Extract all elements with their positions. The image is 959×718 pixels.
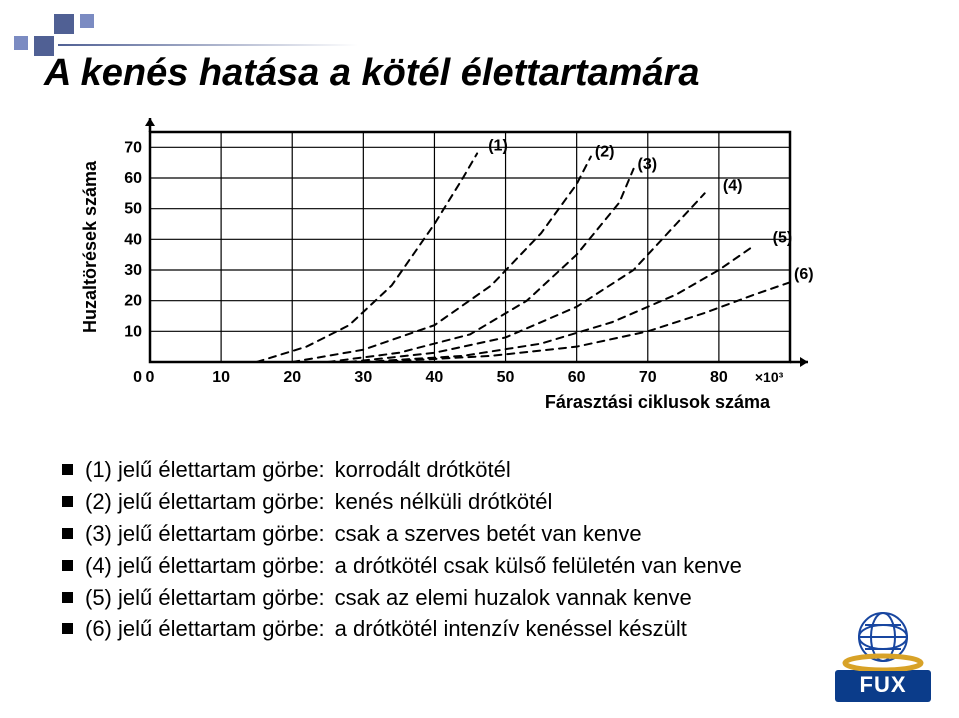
- bullet-icon: [62, 496, 73, 507]
- legend-text: (6) jelű élettartam görbe:: [85, 613, 325, 645]
- svg-text:Huzaltörések száma: Huzaltörések száma: [80, 160, 100, 333]
- svg-text:(2): (2): [595, 144, 615, 161]
- svg-text:60: 60: [568, 369, 586, 386]
- bullet-icon: [62, 623, 73, 634]
- logo-text: FUX: [835, 670, 931, 702]
- legend-text: (2) jelű élettartam görbe:: [85, 486, 325, 518]
- legend-item: (1) jelű élettartam görbe: korrodált drót…: [62, 454, 882, 486]
- svg-text:×10³: ×10³: [755, 369, 784, 385]
- svg-text:(4): (4): [723, 177, 743, 194]
- legend-text: (5) jelű élettartam görbe:: [85, 582, 325, 614]
- svg-text:(6): (6): [794, 266, 814, 283]
- svg-text:40: 40: [426, 369, 444, 386]
- legend-desc: a drótkötél intenzív kenéssel készült: [335, 613, 687, 645]
- chart-svg: 10 20 30 40 50 60 70 0 10 20 30 40 50 60 70 80 ×10³ (1) (2…: [60, 112, 880, 432]
- svg-text:50: 50: [124, 201, 142, 218]
- slide-corner-decoration: [14, 14, 134, 54]
- legend-desc: csak az elemi huzalok vannak kenve: [335, 582, 692, 614]
- legend-desc: a drótkötél csak külső felületén van ken…: [335, 550, 742, 582]
- legend-item: (5) jelű élettartam görbe: csak az elemi …: [62, 582, 882, 614]
- svg-text:(3): (3): [638, 156, 658, 173]
- svg-text:10: 10: [212, 369, 230, 386]
- legend-item: (3) jelű élettartam görbe: csak a szerves…: [62, 518, 882, 550]
- svg-text:20: 20: [283, 369, 301, 386]
- legend-text: (1) jelű élettartam görbe:: [85, 454, 325, 486]
- legend-list: (1) jelű élettartam görbe: korrodált drót…: [62, 454, 882, 645]
- legend-desc: csak a szerves betét van kenve: [335, 518, 642, 550]
- legend-item: (6) jelű élettartam görbe: a drótkötél in…: [62, 613, 882, 645]
- svg-text:20: 20: [124, 293, 142, 310]
- legend-desc: korrodált drótkötél: [335, 454, 511, 486]
- bullet-icon: [62, 464, 73, 475]
- svg-text:10: 10: [124, 323, 142, 340]
- svg-text:40: 40: [124, 231, 142, 248]
- legend-text: (4) jelű élettartam görbe:: [85, 550, 325, 582]
- svg-text:0: 0: [146, 369, 155, 386]
- bullet-icon: [62, 560, 73, 571]
- svg-text:(1): (1): [488, 137, 508, 154]
- svg-text:30: 30: [354, 369, 372, 386]
- logo: FUX: [835, 607, 931, 702]
- svg-text:Fárasztási ciklusok száma: Fárasztási ciklusok száma: [545, 392, 771, 412]
- legend-item: (4) jelű élettartam görbe: a drótkötél cs…: [62, 550, 882, 582]
- page-title: A kenés hatása a kötél élettartamára: [44, 52, 699, 95]
- globe-icon: [841, 607, 925, 671]
- legend-item: (2) jelű élettartam görbe: kenés nélküli …: [62, 486, 882, 518]
- svg-text:50: 50: [497, 369, 515, 386]
- bullet-icon: [62, 592, 73, 603]
- svg-text:0: 0: [133, 369, 142, 386]
- svg-text:60: 60: [124, 170, 142, 187]
- svg-text:70: 70: [639, 369, 657, 386]
- svg-text:70: 70: [124, 139, 142, 156]
- legend-text: (3) jelű élettartam görbe:: [85, 518, 325, 550]
- legend-desc: kenés nélküli drótkötél: [335, 486, 553, 518]
- svg-text:(5): (5): [773, 229, 793, 246]
- chart-figure: 10 20 30 40 50 60 70 0 10 20 30 40 50 60 70 80 ×10³ (1) (2…: [60, 112, 880, 432]
- bullet-icon: [62, 528, 73, 539]
- svg-text:80: 80: [710, 369, 728, 386]
- svg-text:30: 30: [124, 262, 142, 279]
